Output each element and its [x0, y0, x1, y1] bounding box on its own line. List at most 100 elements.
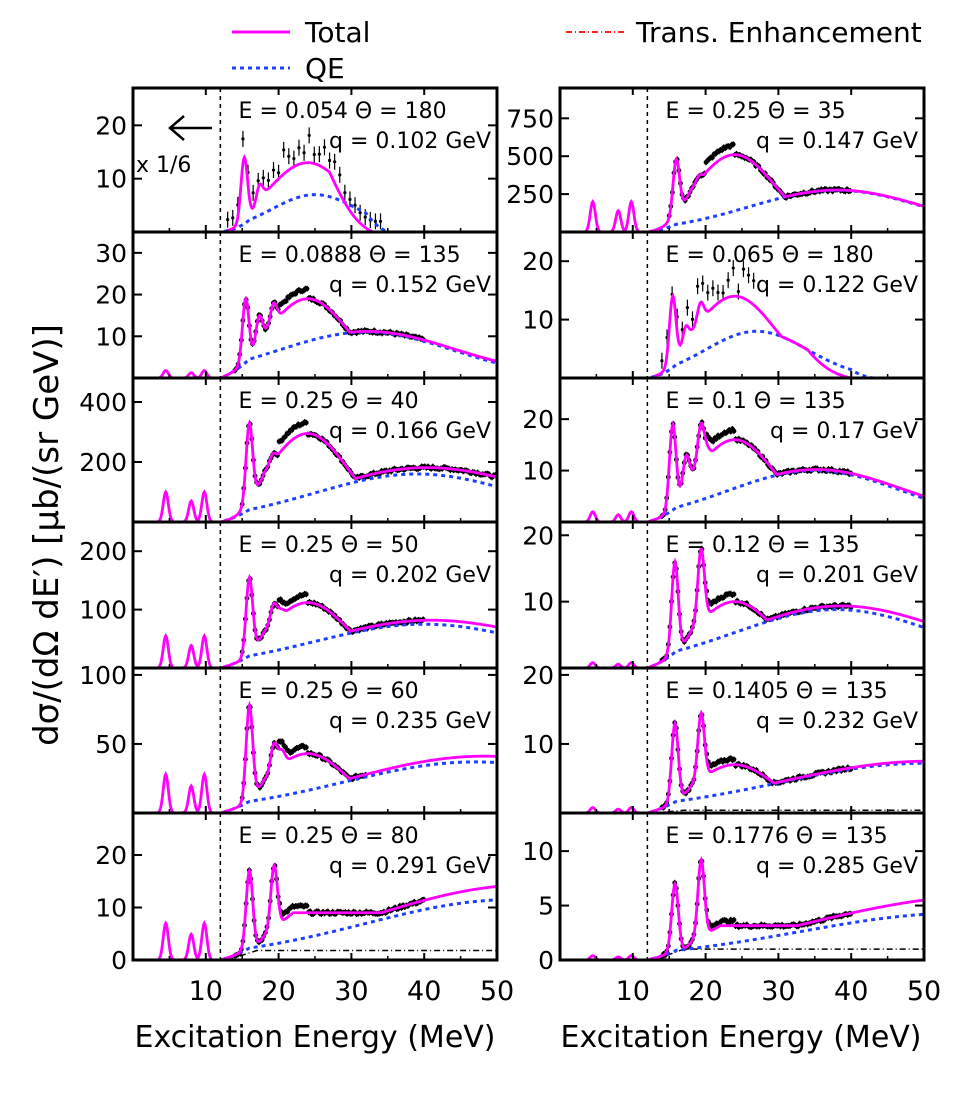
y-tick-label: 10 [95, 165, 127, 194]
panel-q-label: q = 0.147 GeV [756, 129, 918, 154]
trans-enhancement-curve [654, 948, 924, 960]
x-tick-label: 30 [334, 976, 368, 1007]
total-curve [133, 700, 497, 813]
panel-q-label: q = 0.202 GeV [329, 563, 491, 588]
y-tick-label: 20 [522, 405, 554, 434]
y-tick-label: 5 [538, 892, 554, 921]
panel-L1: 10 20 E = 0.054 Θ = 180 q = 0.102 GeV [95, 86, 499, 234]
qe-curve [223, 330, 497, 378]
legend-qe-label: QE [305, 52, 345, 85]
panel-R1: 250 500 750 E = 0.25 Θ = 35 q = 0.147 GeV [506, 86, 926, 234]
data-point [317, 152, 321, 156]
panel-energy-angle-label: E = 0.12 Θ = 135 [666, 533, 860, 558]
data-point [277, 171, 281, 175]
data-point [706, 291, 710, 295]
qe-curve [223, 472, 497, 522]
data-point [721, 291, 725, 295]
total-curve [560, 153, 924, 232]
x-tick-label: 50 [480, 976, 514, 1007]
y-tick-label: 20 [95, 111, 127, 140]
panel-q-label: q = 0.201 GeV [756, 563, 918, 588]
data-point [231, 216, 235, 220]
data-point [327, 158, 332, 163]
panel-R6: 0 5 10 E = 0.1776 Θ = 135 q = 0.285 GeV [522, 811, 926, 975]
qe-curve [650, 912, 924, 960]
panel-energy-angle-label: E = 0.25 Θ = 80 [239, 824, 419, 849]
y-tick-label: 50 [95, 730, 127, 759]
total-curve [133, 573, 497, 668]
data-point [304, 286, 310, 292]
data-point [373, 219, 378, 223]
panel-q-label: q = 0.285 GeV [756, 854, 918, 879]
data-point [731, 917, 737, 923]
data-point [287, 154, 291, 158]
data-point [726, 278, 730, 282]
data-point [701, 281, 705, 286]
panels: 10 20 E = 0.054 Θ = 180 q = 0.102 GeV 10 20 30… [79, 86, 941, 1007]
data-point [736, 289, 740, 294]
scale-annotation-text: x 1/6 [136, 153, 191, 178]
x-tick-label: 40 [834, 976, 868, 1007]
qe-curve [650, 761, 924, 813]
y-tick-label: 20 [95, 841, 127, 870]
y-tick-label: 200 [79, 537, 127, 566]
data-point [363, 215, 367, 219]
x-tick-label: 10 [616, 976, 650, 1007]
y-tick-label: 10 [522, 837, 554, 866]
panel-q-label: q = 0.152 GeV [329, 273, 491, 298]
panel-q-label: q = 0.122 GeV [756, 273, 918, 298]
data-point [282, 148, 286, 152]
data-point [307, 133, 311, 138]
y-tick-label: 200 [79, 448, 127, 477]
total-curve [560, 709, 924, 813]
data-point [731, 591, 737, 597]
data-point [261, 176, 265, 180]
data-point [660, 359, 664, 363]
panel-L5: 50 100 E = 0.25 Θ = 60 q = 0.235 GeV [79, 661, 499, 815]
panel-energy-angle-label: E = 0.25 Θ = 40 [239, 389, 419, 414]
y-tick-label: 10 [522, 457, 554, 486]
y-tick-label: 20 [522, 521, 554, 550]
scale-annotation: x 1/6 [136, 115, 212, 178]
panel-q-label: q = 0.232 GeV [756, 709, 918, 734]
data-point [322, 145, 327, 149]
panel-energy-angle-label: E = 0.1776 Θ = 135 [666, 824, 888, 849]
y-tick-label: 250 [506, 180, 554, 209]
data-point [303, 420, 309, 426]
y-tick-label: 20 [95, 281, 127, 310]
trans-enhancement-curve [654, 809, 924, 813]
data-point [730, 141, 736, 147]
data-points [232, 285, 427, 374]
data-point [711, 286, 715, 290]
panel-q-label: q = 0.102 GeV [329, 129, 491, 154]
y-tick-label: 10 [522, 306, 554, 335]
y-tick-label: 0 [538, 946, 554, 975]
qe-curve [223, 193, 389, 232]
total-curve [133, 295, 497, 378]
y-axis-title: dσ/(dΩ dE′) [μb/(sr GeV)] [27, 324, 67, 746]
legend-total-label: Total [304, 16, 370, 49]
panel-energy-angle-label: E = 0.25 Θ = 50 [239, 533, 419, 558]
data-point [752, 279, 756, 283]
panel-energy-angle-label: E = 0.1405 Θ = 135 [666, 679, 888, 704]
legend: Total QE Trans. Enhancement [232, 16, 922, 85]
data-point [303, 591, 309, 597]
data-point [266, 178, 271, 182]
x-tick-label: 20 [688, 976, 722, 1007]
data-point [358, 211, 362, 215]
data-point [343, 191, 347, 195]
data-point [241, 137, 245, 141]
panel-R5: 10 20 E = 0.1405 Θ = 135 q = 0.232 GeV [522, 661, 926, 815]
y-tick-label: 10 [95, 322, 127, 351]
y-tick-label: 20 [522, 247, 554, 276]
data-point [731, 266, 735, 270]
panel-energy-angle-label: E = 0.25 Θ = 60 [239, 679, 419, 704]
qe-curve [223, 898, 497, 960]
data-point [303, 745, 309, 750]
data-point [685, 306, 690, 310]
x-tick-label: 40 [407, 976, 441, 1007]
scale-arrow-head [168, 115, 185, 141]
total-curve [133, 419, 497, 522]
total-curve [560, 420, 924, 522]
